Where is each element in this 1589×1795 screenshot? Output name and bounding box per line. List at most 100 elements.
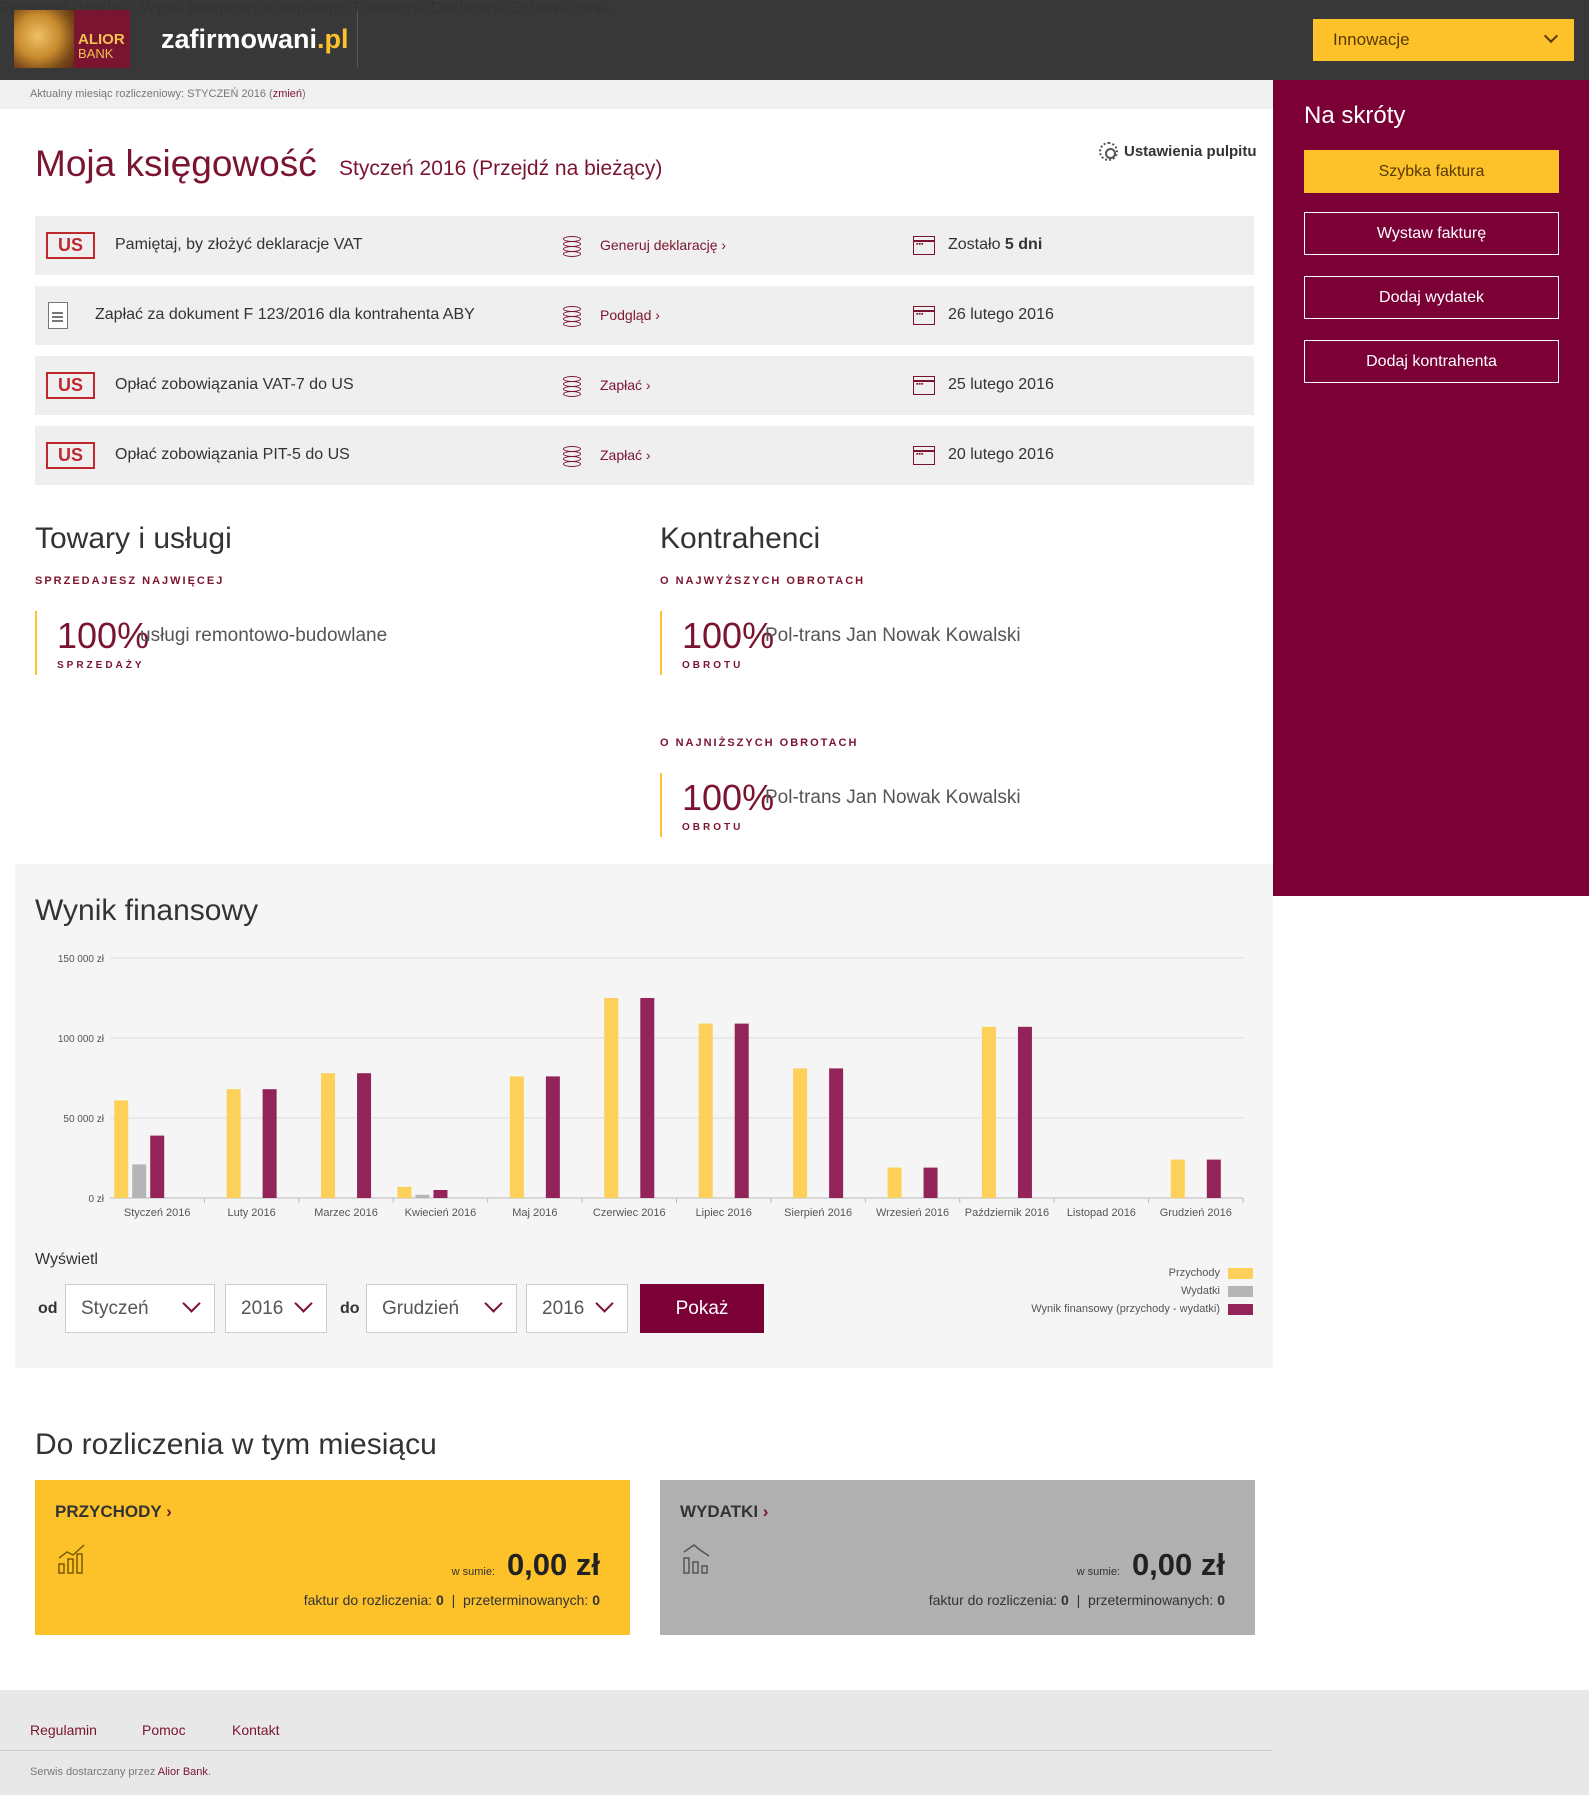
y-tick-label: 50 000 zł (63, 1114, 104, 1125)
bar-przychody[interactable] (604, 998, 619, 1198)
bar-wynik[interactable] (923, 1167, 938, 1198)
current-month-link[interactable]: Styczeń 2016 (Przejdź na bieżący) (339, 157, 663, 180)
legend-expenses-label: Wydatki (1180, 1285, 1220, 1297)
tax-office-badge: US (46, 232, 95, 259)
nav-zobowiazania[interactable]: Zobowiązania (511, 0, 610, 17)
task-deadline: 20 lutego 2016 (948, 446, 1054, 463)
issue-invoice-button[interactable]: Wystaw fakturę (1304, 212, 1559, 255)
task-text: Opłać zobowiązania PIT-5 do US (115, 446, 350, 463)
nav-deklaracje[interactable]: Deklaracje (431, 0, 507, 17)
bar-przychody[interactable] (981, 1026, 996, 1198)
legend-income-swatch (1228, 1267, 1253, 1279)
bar-przychody[interactable] (1170, 1159, 1185, 1198)
show-button[interactable]: Pokaż (640, 1284, 764, 1333)
tax-office-badge: US (46, 372, 95, 399)
alior-bank-link[interactable]: Alior Bank (157, 1766, 208, 1778)
bar-przychody[interactable] (887, 1167, 902, 1198)
expenses-card-title[interactable]: WYDATKI › (680, 1502, 769, 1521)
low-contractor-stat: 100% Pol-trans Jan Nowak Kowalski OBROTU (660, 773, 1220, 837)
generate-declaration-link[interactable]: Generuj deklarację › (600, 237, 727, 253)
bar-przychody[interactable] (321, 1073, 336, 1198)
bar-przychody[interactable] (114, 1100, 129, 1198)
low-contractor-name[interactable]: Pol-trans Jan Nowak Kowalski (765, 787, 1021, 808)
bar-wynik[interactable] (545, 1076, 560, 1198)
chevron-down-icon (294, 1294, 313, 1313)
bar-przychody[interactable] (793, 1068, 808, 1198)
goods-label: SPRZEDAJESZ NAJWIĘCEJ (35, 575, 225, 587)
coins-icon (561, 305, 583, 327)
task-row: US Opłać zobowiązania PIT-5 do US Zapłać… (35, 426, 1254, 485)
bar-wynik[interactable] (262, 1089, 277, 1198)
x-tick-label: Luty 2016 (227, 1207, 275, 1219)
task-deadline: Zostało 5 dni (948, 236, 1043, 253)
low-contractor-percent: 100% (682, 777, 775, 818)
x-tick-label: Sierpień 2016 (784, 1207, 852, 1219)
bar-wynik[interactable] (150, 1135, 165, 1198)
legend-item-result: Wynik finansowy (przychody - wydatki) (1031, 1303, 1253, 1315)
footer-credit: Serwis dostarczany przez Alior Bank. (30, 1766, 211, 1778)
bar-wynik[interactable] (734, 1023, 749, 1198)
quick-invoice-button[interactable]: Szybka faktura (1304, 150, 1559, 193)
company-dropdown[interactable]: Innowacje (1313, 19, 1574, 61)
bar-wynik[interactable] (1206, 1159, 1221, 1198)
add-expense-button[interactable]: Dodaj wydatek (1304, 276, 1559, 319)
expenses-sum-label: w sumie: (1076, 1566, 1120, 1578)
company-dropdown-value: Innowacje (1333, 30, 1410, 49)
to-year-value: 2016 (542, 1298, 585, 1319)
alior-bank-logo[interactable]: ALIOR BANK (14, 10, 130, 68)
bar-przychody[interactable] (397, 1186, 412, 1198)
legend-item-income: Przychody (1169, 1267, 1253, 1279)
from-year-select[interactable]: 2016 (225, 1284, 327, 1333)
top-contractors-label: O NAJWYŻSZYCH OBROTACH (660, 575, 866, 587)
chevron-down-icon (595, 1294, 614, 1313)
to-year-select[interactable]: 2016 (526, 1284, 628, 1333)
income-card[interactable]: PRZYCHODY › w sumie: 0,00 zł faktur do r… (35, 1480, 630, 1635)
nav-kontrahenci[interactable]: Kontrahenci (263, 0, 350, 17)
nav-ewidencje[interactable]: Ewidencje (353, 0, 427, 17)
x-tick-label: Lipiec 2016 (696, 1207, 752, 1219)
pay-link[interactable]: Zapłać › (600, 377, 651, 393)
bar-wynik[interactable] (640, 998, 655, 1198)
y-tick-label: 150 000 zł (58, 954, 105, 965)
add-contractor-button[interactable]: Dodaj kontrahenta (1304, 340, 1559, 383)
expenses-sum: 0,00 zł (1131, 1547, 1225, 1582)
bar-wynik[interactable] (829, 1068, 844, 1198)
bar-wynik[interactable] (433, 1190, 448, 1198)
bar-wynik[interactable] (357, 1073, 372, 1198)
bar-przychody[interactable] (509, 1076, 524, 1198)
from-month-select[interactable]: Styczeń (65, 1284, 215, 1333)
footer-link-help[interactable]: Pomoc (142, 1722, 186, 1738)
calendar-icon (913, 446, 935, 465)
bar-przychody[interactable] (226, 1089, 241, 1198)
bar-wydatki[interactable] (132, 1164, 147, 1198)
x-tick-label: Grudzień 2016 (1160, 1207, 1232, 1219)
top-contractor-stat: 100% Pol-trans Jan Nowak Kowalski OBROTU (660, 611, 1220, 675)
bar-wynik[interactable] (1017, 1026, 1032, 1198)
footer-link-terms[interactable]: Regulamin (30, 1722, 97, 1738)
preview-link[interactable]: Podgląd › (600, 307, 660, 323)
bar-wydatki[interactable] (415, 1194, 430, 1198)
dashboard-settings-button[interactable]: Ustawienia pulpitu (1099, 142, 1257, 161)
top-bar: ALIOR BANK zafirmowani.pl Przychody Wyda… (0, 0, 1589, 80)
expenses-card[interactable]: WYDATKI › w sumie: 0,00 zł faktur do roz… (660, 1480, 1255, 1635)
top-contractor-name[interactable]: Pol-trans Jan Nowak Kowalski (765, 625, 1021, 646)
pay-link[interactable]: Zapłać › (600, 447, 651, 463)
x-tick-label: Marzec 2016 (314, 1207, 378, 1219)
logo-text-bank: BANK (78, 46, 114, 61)
billing-month-suffix: ) (302, 88, 306, 100)
to-month-select[interactable]: Grudzień (366, 1284, 517, 1333)
x-tick-label: Październik 2016 (965, 1207, 1049, 1219)
dashboard-settings-label: Ustawienia pulpitu (1124, 143, 1257, 160)
financial-result-chart: 0 zł 50 000 zł 100 000 zł 150 000 zł Styczeń… (58, 954, 1244, 1219)
bar-przychody[interactable] (698, 1023, 713, 1198)
to-month-value: Grudzień (382, 1298, 460, 1319)
shortcuts-title: Na skróty (1304, 102, 1406, 129)
income-card-title[interactable]: PRZYCHODY › (55, 1502, 172, 1521)
contractors-title: Kontrahenci (660, 522, 821, 555)
footer-link-contact[interactable]: Kontakt (232, 1722, 280, 1738)
change-month-link[interactable]: zmień (272, 88, 303, 100)
footer-divider (0, 1750, 1273, 1751)
nav-wynik-finansowy[interactable]: Wynik finansowy (140, 0, 260, 17)
brand-name[interactable]: zafirmowani.pl (161, 24, 349, 55)
y-tick-label: 0 zł (88, 1194, 104, 1205)
